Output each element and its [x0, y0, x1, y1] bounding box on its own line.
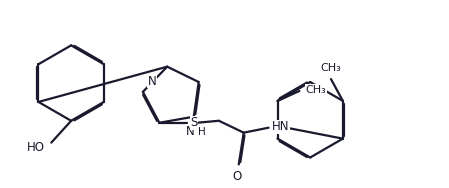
Text: HO: HO [27, 141, 45, 154]
Text: HN: HN [272, 120, 289, 133]
Text: O: O [232, 170, 242, 183]
Text: S: S [190, 116, 198, 129]
Text: CH₃: CH₃ [305, 85, 326, 95]
Text: H: H [198, 127, 206, 137]
Text: N: N [185, 125, 194, 138]
Text: CH₃: CH₃ [321, 63, 341, 73]
Text: N: N [148, 75, 157, 88]
